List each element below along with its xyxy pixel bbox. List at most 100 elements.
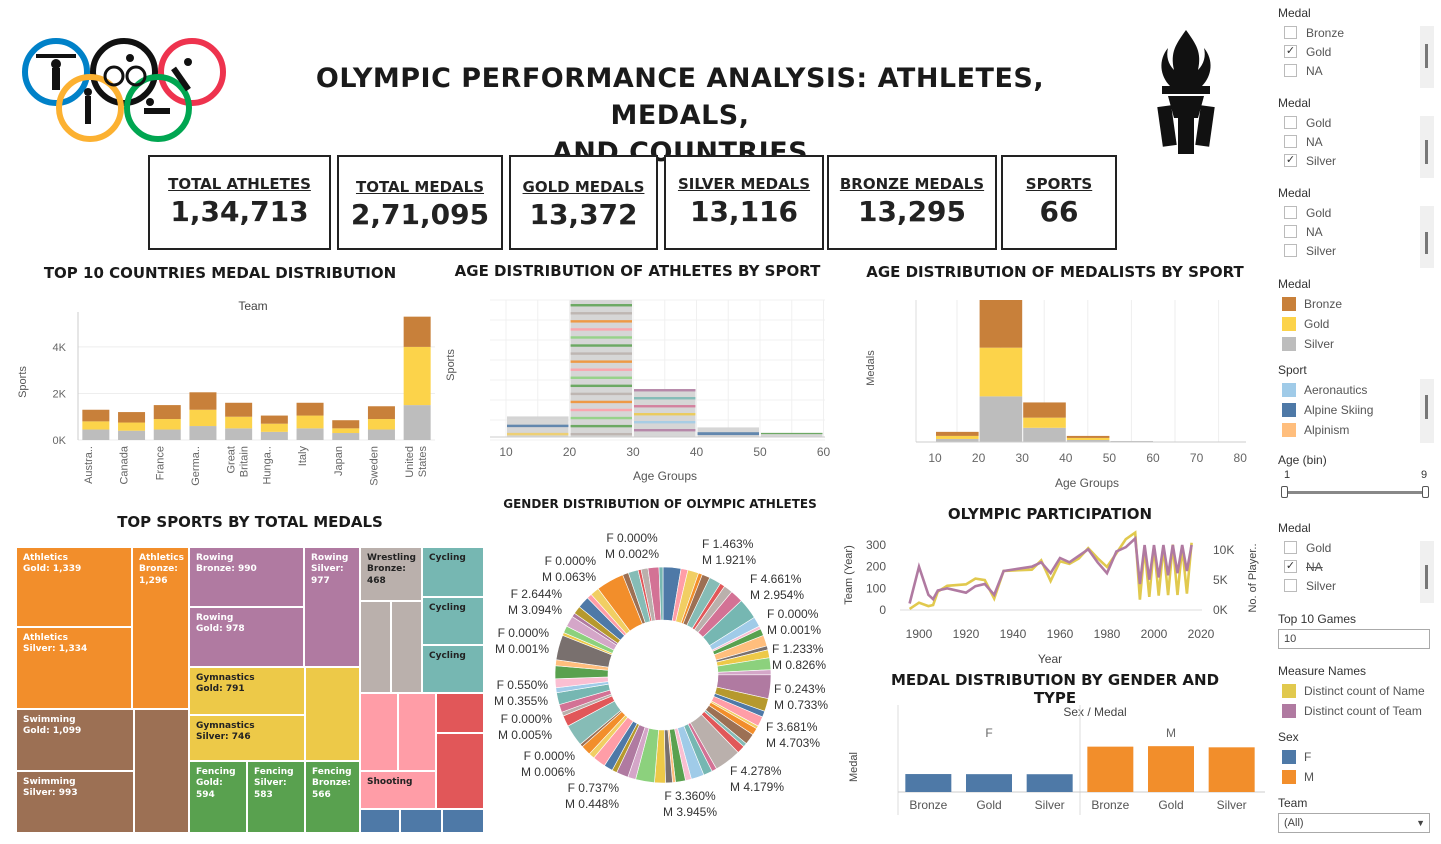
- checkbox-box[interactable]: [1284, 541, 1297, 554]
- treemap-label-line: Cycling: [429, 603, 466, 613]
- treemap-tile[interactable]: Athletics Silver: 1,334: [16, 627, 132, 709]
- legend-item-alpine-skiing[interactable]: Alpine Skiing: [1278, 400, 1434, 420]
- checkbox-na[interactable]: NA: [1278, 222, 1434, 241]
- filter-title: Medal: [1278, 6, 1311, 20]
- bar-segment-bronze: [332, 420, 360, 429]
- legend-swatch: [1282, 297, 1296, 311]
- checkbox-box-checked[interactable]: ✓: [1284, 45, 1297, 58]
- x-tick-label: Silver: [1035, 798, 1065, 812]
- checkbox-na[interactable]: NA: [1278, 61, 1434, 80]
- treemap-label-line: 583: [254, 789, 273, 800]
- x-tick-label: France: [154, 446, 166, 480]
- y-axis-right-title: No. of Player..: [1247, 543, 1259, 612]
- treemap-tile[interactable]: Fencing Bronze: 566: [305, 761, 360, 833]
- kpi-total-medals: TOTAL MEDALS 2,71,095: [337, 155, 503, 250]
- treemap-tile[interactable]: Shooting: [360, 771, 436, 809]
- bar-segment: [507, 416, 569, 419]
- treemap-tile[interactable]: Fencing Gold: 594: [189, 761, 247, 833]
- checkbox-na[interactable]: ✓ NA: [1278, 557, 1434, 576]
- bar-segment-gold: [225, 416, 253, 429]
- treemap-label-line: Rowing: [196, 613, 234, 623]
- slider-handle-min[interactable]: [1281, 486, 1288, 498]
- filter-scrollbar[interactable]: [1420, 206, 1434, 268]
- legend-item-team-count[interactable]: Distinct count of Team: [1278, 701, 1434, 721]
- treemap-tile[interactable]: Cycling: [422, 645, 484, 693]
- treemap-tile: [360, 601, 391, 693]
- checkbox-gold[interactable]: Gold: [1278, 203, 1434, 222]
- checkbox-box-checked[interactable]: ✓: [1284, 560, 1297, 573]
- checkbox-silver[interactable]: Silver: [1278, 576, 1434, 595]
- treemap-label-line: Fencing: [254, 767, 294, 777]
- filter-scrollbar[interactable]: [1420, 541, 1434, 603]
- treemap-tile[interactable]: Rowing Bronze: 990: [189, 547, 304, 607]
- top-games-input[interactable]: 10: [1278, 629, 1430, 649]
- treemap-label-line: Silver:: [254, 778, 287, 789]
- legend-label: Bronze: [1304, 297, 1343, 311]
- treemap-tile[interactable]: Swimming Gold: 1,099: [16, 709, 134, 771]
- bar-segment-gold: [332, 428, 360, 434]
- checkbox-bronze[interactable]: Bronze: [1278, 23, 1434, 42]
- treemap-label-line: Swimming: [23, 777, 76, 787]
- treemap-tile[interactable]: Gymnastics Silver: 746: [189, 715, 305, 761]
- kpi-label: TOTAL ATHLETES: [168, 175, 311, 193]
- treemap-tile[interactable]: [134, 709, 189, 833]
- legend-sport: Sport Aeronautics Alpine Skiing Alpinism: [1278, 363, 1434, 443]
- line-series-team-count: [908, 535, 1193, 604]
- treemap-tile[interactable]: Cycling: [422, 547, 484, 597]
- treemap-tile[interactable]: Rowing Silver: 977: [304, 547, 360, 667]
- bar-segment-bronze: [936, 431, 979, 436]
- age-athletes-chart-title: AGE DISTRIBUTION OF ATHLETES BY SPORT: [454, 262, 821, 280]
- checkbox-na[interactable]: NA: [1278, 132, 1434, 151]
- filter-scrollbar[interactable]: [1420, 116, 1434, 178]
- checkbox-box[interactable]: [1284, 206, 1297, 219]
- treemap-tile[interactable]: Athletics Bronze: 1,296: [132, 547, 189, 709]
- checkbox-box[interactable]: [1284, 26, 1297, 39]
- donut-label-m: M 0.005%: [498, 728, 552, 742]
- x-tick-label: 1940: [1000, 627, 1027, 641]
- checkbox-gold[interactable]: Gold: [1278, 113, 1434, 132]
- treemap-tile[interactable]: Rowing Gold: 978: [189, 607, 304, 667]
- checkbox-silver[interactable]: Silver: [1278, 241, 1434, 260]
- checkbox-gold[interactable]: Gold: [1278, 538, 1434, 557]
- legend-item-gold[interactable]: Gold: [1278, 314, 1434, 334]
- slider-handle-max[interactable]: [1422, 486, 1429, 498]
- treemap-tile[interactable]: Athletics Gold: 1,339: [16, 547, 132, 627]
- legend-item-alpinism[interactable]: Alpinism: [1278, 420, 1434, 440]
- checkbox-silver[interactable]: ✓ Silver: [1278, 151, 1434, 170]
- treemap-tile[interactable]: Fencing Silver: 583: [247, 761, 305, 833]
- donut-label-f: F 4.278%: [730, 764, 782, 778]
- slider-track[interactable]: [1284, 491, 1426, 494]
- checkbox-box[interactable]: [1284, 135, 1297, 148]
- checkbox-box-checked[interactable]: ✓: [1284, 154, 1297, 167]
- legend-item-silver[interactable]: Silver: [1278, 334, 1434, 354]
- x-tick-label: 10: [928, 451, 942, 465]
- bar-f-bronze: [905, 774, 952, 792]
- checkbox-label: Gold: [1306, 540, 1332, 555]
- checkbox-box[interactable]: [1284, 579, 1297, 592]
- treemap-tile[interactable]: Wrestling Bronze: 468: [360, 547, 422, 601]
- legend-item-male[interactable]: M: [1278, 767, 1434, 787]
- team-dropdown[interactable]: (All) ▼: [1278, 813, 1430, 833]
- treemap-tile[interactable]: Swimming Silver: 993: [16, 771, 134, 833]
- checkbox-gold[interactable]: ✓ Gold: [1278, 42, 1434, 61]
- treemap-tile[interactable]: [305, 667, 360, 761]
- top-sports-chart-title: TOP SPORTS BY TOTAL MEDALS: [117, 513, 383, 531]
- treemap-label-line: Gold: 791: [196, 684, 245, 695]
- legend-item-name-count[interactable]: Distinct count of Name: [1278, 681, 1434, 701]
- top-games-parameter: Top 10 Games 10: [1278, 612, 1434, 649]
- legend-item-female[interactable]: F: [1278, 747, 1434, 767]
- legend-scrollbar[interactable]: [1420, 379, 1434, 443]
- checkbox-box[interactable]: [1284, 116, 1297, 129]
- checkbox-box[interactable]: [1284, 225, 1297, 238]
- treemap-tile[interactable]: Cycling: [422, 597, 484, 645]
- legend-item-aeronautics[interactable]: Aeronautics: [1278, 380, 1434, 400]
- treemap-label-line: 594: [196, 789, 215, 800]
- checkbox-box[interactable]: [1284, 64, 1297, 77]
- legend-item-bronze[interactable]: Bronze: [1278, 294, 1434, 314]
- filter-scrollbar[interactable]: [1420, 26, 1434, 88]
- bar-segment: [570, 424, 632, 428]
- y-left-tick-label: 300: [866, 538, 886, 552]
- bar-segment: [570, 320, 632, 323]
- treemap-tile[interactable]: Gymnastics Gold: 791: [189, 667, 305, 715]
- checkbox-box[interactable]: [1284, 244, 1297, 257]
